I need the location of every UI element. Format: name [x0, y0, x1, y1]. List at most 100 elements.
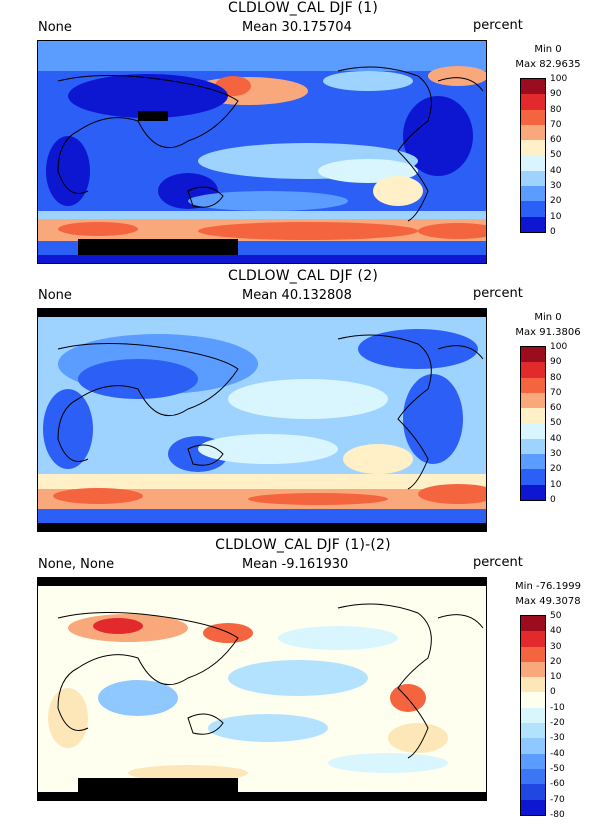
colorbar-tick-label: 40 [550, 433, 562, 444]
colorbar-swatch [521, 140, 545, 156]
left-label: None, None [38, 557, 115, 572]
colorbar-tick-label: 40 [550, 626, 562, 637]
colorbar-swatch [521, 677, 545, 693]
colorbar-swatch [521, 109, 545, 125]
colorbar-swatches [520, 78, 546, 233]
left-label: None [38, 20, 72, 35]
colorbar-tick-label: -40 [550, 748, 565, 759]
colorbar-swatches [520, 346, 546, 501]
map-plot [37, 577, 487, 801]
colorbar-tick-label: 20 [550, 656, 562, 667]
colorbar-swatch [521, 170, 545, 187]
colorbar-swatch [521, 484, 545, 500]
colorbar-tick-label: 30 [550, 641, 562, 652]
colorbar-tick-label: 30 [550, 181, 562, 192]
stats-block: Min -76.1999 Max 49.3078 [490, 579, 606, 609]
max-label: Max 82.9635 [515, 59, 581, 70]
colorbar-swatch [521, 216, 545, 232]
colorbar-swatch [521, 124, 545, 141]
colorbar-swatch [521, 646, 545, 662]
stats-block: Min 0 Max 82.9635 [490, 42, 606, 72]
colorbar-tick-label: 30 [550, 449, 562, 460]
colorbar-tick-label: -60 [550, 779, 565, 790]
max-label: Max 91.3806 [515, 327, 581, 338]
colorbar-swatch [521, 377, 545, 393]
mean-label: Mean 40.132808 [242, 288, 352, 303]
colorbar-tick-label: 70 [550, 119, 562, 130]
colorbar-tick-label: 60 [550, 135, 562, 146]
colorbar-swatch [521, 94, 545, 110]
colorbar-tick-label: 0 [550, 226, 556, 237]
colorbar-tick-label: 90 [550, 89, 562, 100]
colorbar-tick-label: 90 [550, 357, 562, 368]
colorbar-tick-label: 80 [550, 372, 562, 383]
colorbar-tick-label: 0 [550, 687, 556, 698]
max-label: Max 49.3078 [515, 596, 581, 607]
colorbar-tick-label: 100 [550, 74, 568, 84]
units-label: percent [473, 286, 523, 301]
colorbar-swatch [521, 201, 545, 217]
stats-block: Min 0 Max 91.3806 [490, 310, 606, 340]
colorbar-swatch [521, 362, 545, 378]
colorbar-swatch [521, 799, 545, 815]
colorbar-swatch [521, 454, 545, 470]
colorbar-tick-label: 80 [550, 104, 562, 115]
panel-title: CLDLOW_CAL DJF (1)-(2) [215, 537, 391, 553]
colorbar-swatch [521, 784, 545, 800]
colorbar-swatch [521, 616, 545, 632]
colorbar-tick-label: -80 [550, 809, 565, 820]
colorbar-tick-label: -10 [550, 702, 565, 713]
min-label: Min 0 [534, 312, 562, 323]
colorbar-swatches [520, 615, 546, 816]
map-plot [37, 40, 487, 264]
colorbar-swatch [521, 723, 545, 739]
colorbar-swatch [521, 768, 545, 785]
colorbar-swatch [521, 753, 545, 769]
colorbar-tick-label: 60 [550, 403, 562, 414]
colorbar-tick-label: 20 [550, 464, 562, 475]
colorbar-swatch [521, 631, 545, 647]
colorbar-tick-label: 20 [550, 196, 562, 207]
colorbar-swatch [521, 423, 545, 439]
colorbar-swatch [521, 707, 545, 724]
min-label: Min -76.1999 [515, 581, 581, 592]
colorbar [520, 346, 546, 501]
colorbar-tick-label: 10 [550, 479, 562, 490]
colorbar-swatch [521, 392, 545, 409]
colorbar-swatch [521, 408, 545, 424]
colorbar-swatch [521, 79, 545, 95]
colorbar-tick-label: 10 [550, 672, 562, 683]
colorbar-swatch [521, 469, 545, 485]
panel-3: CLDLOW_CAL DJF (1)-(2) None, None Mean -… [0, 537, 606, 820]
colorbar-tick-label: 50 [550, 418, 562, 429]
colorbar-tick-label: -70 [550, 794, 565, 805]
colorbar-tick-label: 70 [550, 387, 562, 398]
units-label: percent [473, 555, 523, 570]
colorbar-swatch [521, 692, 545, 708]
colorbar-tick-label: 50 [550, 150, 562, 161]
colorbar-tick-label: -50 [550, 763, 565, 774]
colorbar-swatch [521, 738, 545, 754]
colorbar-tick-label: 40 [550, 165, 562, 176]
colorbar-tick-label: -20 [550, 718, 565, 729]
colorbar-swatch [521, 155, 545, 171]
colorbar-labels: 100 90 80 70 60 50 40 30 20 10 0 [550, 342, 567, 510]
mean-label: Mean -9.161930 [242, 557, 349, 572]
colorbar-tick-label: -30 [550, 733, 565, 744]
min-label: Min 0 [534, 44, 562, 55]
map-plot [37, 308, 487, 532]
panel-1: CLDLOW_CAL DJF (1) None Mean 30.175704 p… [0, 0, 606, 270]
colorbar [520, 615, 546, 816]
colorbar-swatch [521, 438, 545, 455]
colorbar-tick-label: 50 [550, 611, 562, 621]
left-label: None [38, 288, 72, 303]
colorbar-swatch [521, 347, 545, 363]
panel-2: CLDLOW_CAL DJF (2) None Mean 40.132808 p… [0, 268, 606, 538]
colorbar-labels: 50 40 30 20 10 0 -10 -20 -30 -40 -50 -60 -70 -80 [550, 611, 565, 825]
colorbar-swatch [521, 661, 545, 678]
mean-label: Mean 30.175704 [242, 20, 352, 35]
panel-title: CLDLOW_CAL DJF (1) [228, 0, 378, 16]
units-label: percent [473, 18, 523, 33]
colorbar-swatch [521, 186, 545, 202]
colorbar-tick-label: 10 [550, 211, 562, 222]
